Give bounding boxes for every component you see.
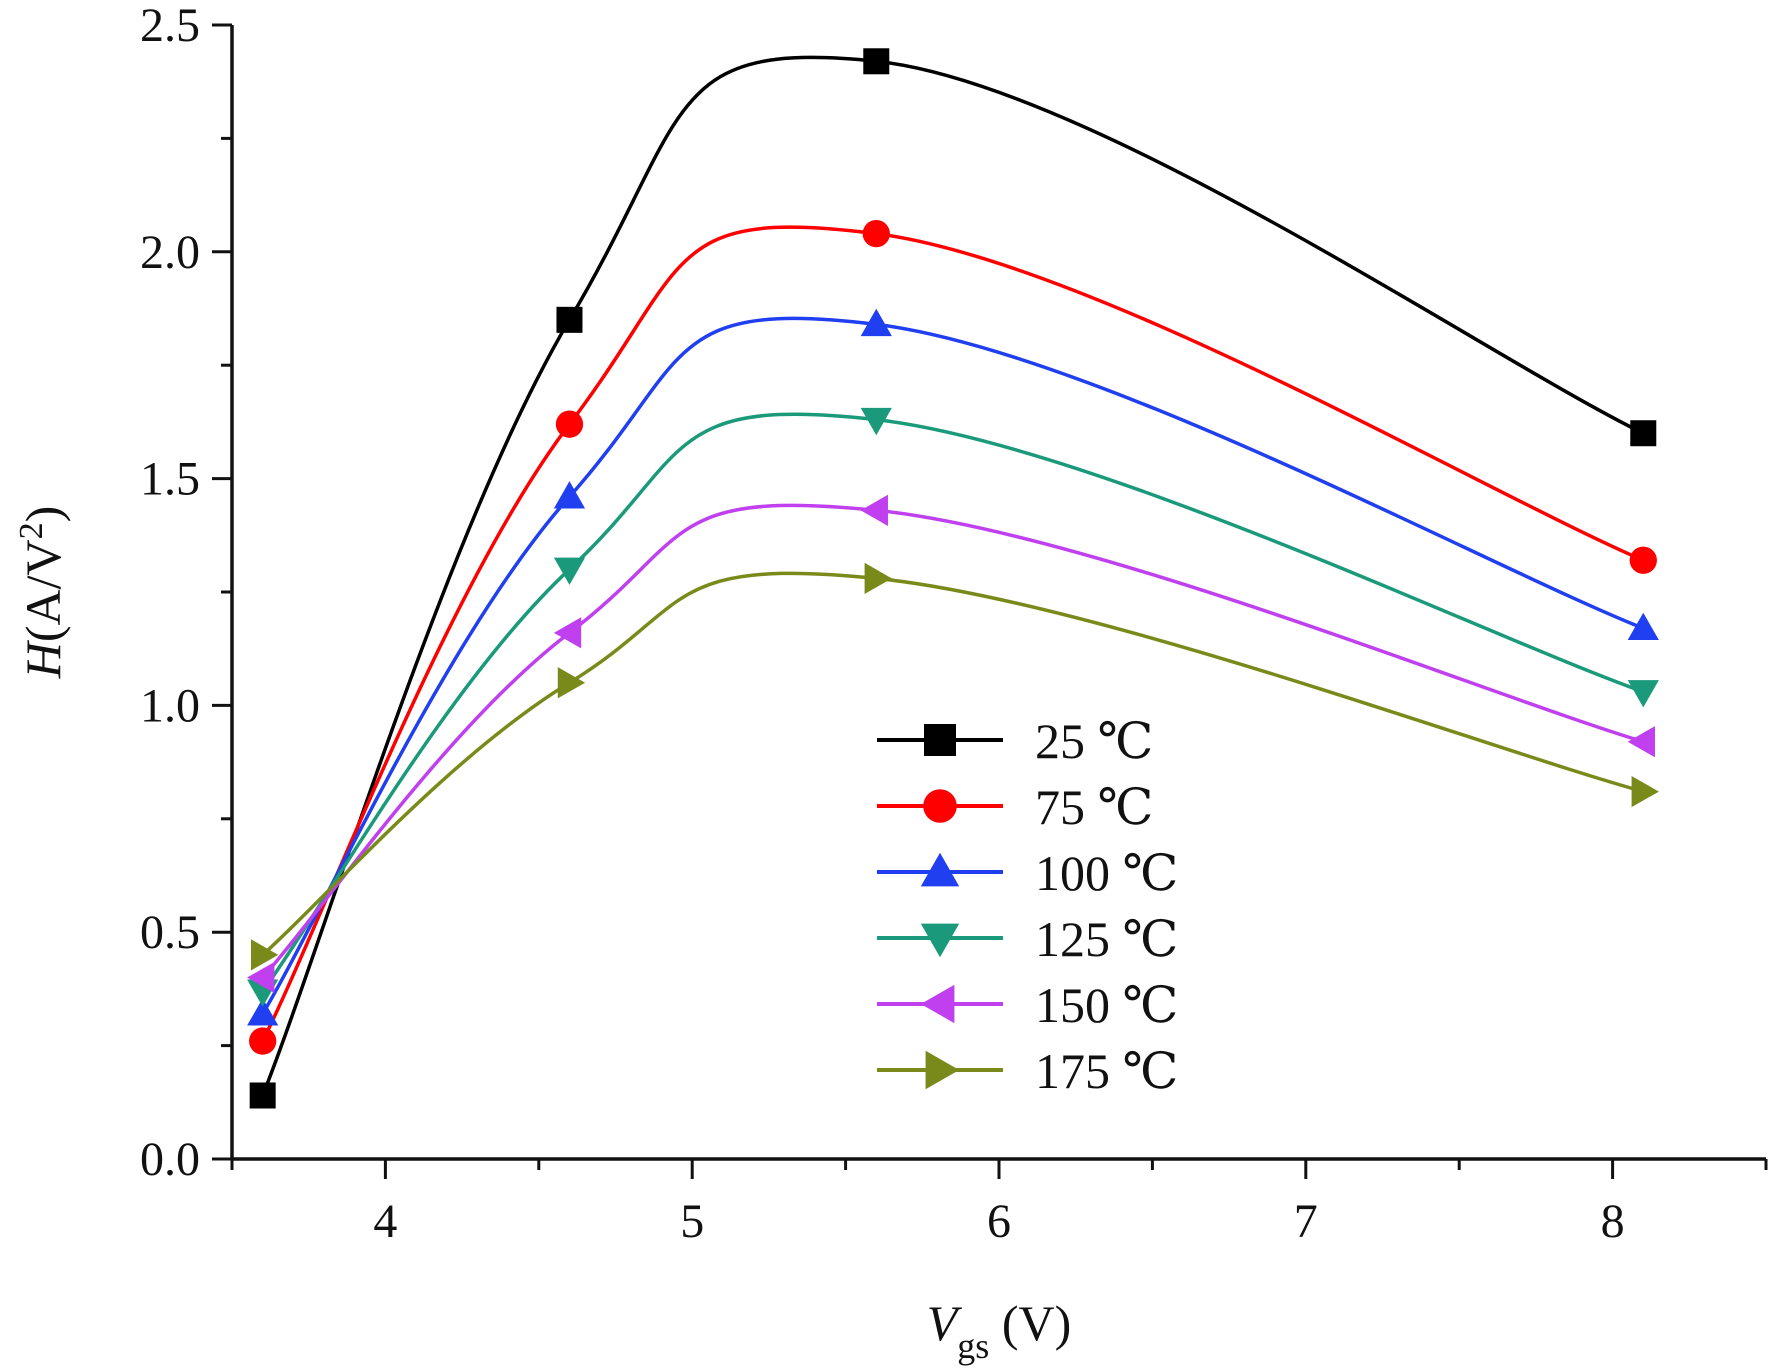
legend-item: 25 ℃ xyxy=(877,713,1153,769)
data-point xyxy=(555,410,584,438)
legend-item: 100 ℃ xyxy=(877,845,1178,901)
y-tick-label: 0.5 xyxy=(140,906,200,959)
data-point xyxy=(1627,612,1659,640)
data-point xyxy=(863,48,890,75)
series-0 xyxy=(249,48,1657,1109)
data-point xyxy=(1627,726,1655,758)
data-point xyxy=(1631,775,1659,808)
y-tick-label: 1.5 xyxy=(140,453,200,506)
legend-marker xyxy=(925,1050,960,1090)
legend-item: 75 ℃ xyxy=(877,779,1153,835)
data-point xyxy=(860,494,888,526)
y-tick-label: 2.5 xyxy=(140,0,200,52)
legend-marker xyxy=(920,923,960,958)
legend-marker xyxy=(920,852,960,887)
data-point xyxy=(249,1027,277,1055)
y-tick-label: 2.0 xyxy=(140,226,200,279)
y-tick-label: 1.0 xyxy=(140,679,200,732)
x-tick-label: 8 xyxy=(1601,1195,1625,1248)
series-3 xyxy=(247,407,1659,1007)
series-line xyxy=(261,225,1644,1042)
series-line xyxy=(261,503,1644,979)
data-point xyxy=(553,557,586,585)
legend-item: 150 ℃ xyxy=(877,977,1178,1033)
data-point xyxy=(553,617,582,649)
axis-titles: Vgs (V) H(A/V2) xyxy=(13,506,1071,1366)
series-group xyxy=(247,48,1659,1109)
legend-label: 125 ℃ xyxy=(1035,911,1178,967)
legend-item: 125 ℃ xyxy=(877,911,1178,967)
legend-item: 175 ℃ xyxy=(877,1043,1178,1099)
legend-label: 75 ℃ xyxy=(1035,779,1153,835)
legend-label: 100 ℃ xyxy=(1035,845,1178,901)
legend: 25 ℃ 75 ℃ 100 ℃ 125 ℃ 150 ℃ 175 ℃ xyxy=(877,713,1178,1099)
series-4 xyxy=(247,494,1655,994)
data-point xyxy=(860,407,892,436)
data-point xyxy=(249,1082,276,1109)
x-tick-label: 7 xyxy=(1294,1195,1318,1248)
legend-label: 175 ℃ xyxy=(1035,1043,1178,1099)
series-2 xyxy=(247,308,1659,1026)
series-line xyxy=(261,571,1644,957)
legend-label: 25 ℃ xyxy=(1035,713,1153,769)
x-tick-label: 5 xyxy=(680,1195,704,1248)
axes: 4 5 6 7 8 0.0 0.5 1.0 1.5 2.0 2.5 xyxy=(140,0,1768,1248)
x-tick-label: 4 xyxy=(373,1195,397,1248)
data-point xyxy=(553,481,586,509)
x-axis-title: Vgs (V) xyxy=(927,1295,1071,1366)
legend-marker xyxy=(923,789,957,823)
legend-label: 150 ℃ xyxy=(1035,977,1178,1033)
data-point xyxy=(1630,420,1657,447)
x-tick-label: 6 xyxy=(987,1195,1011,1248)
data-point xyxy=(247,961,275,994)
data-point xyxy=(250,939,279,971)
series-line xyxy=(261,55,1645,1097)
series-line xyxy=(261,316,1644,1015)
data-point xyxy=(1629,546,1657,574)
data-point xyxy=(862,220,890,248)
data-point xyxy=(1627,680,1659,708)
legend-marker xyxy=(920,984,955,1024)
data-point xyxy=(556,306,583,333)
data-point xyxy=(557,667,586,699)
data-point xyxy=(860,308,892,337)
series-1 xyxy=(249,220,1657,1055)
y-tick-label: 0.0 xyxy=(140,1133,200,1186)
series-line xyxy=(261,412,1644,993)
data-point xyxy=(864,562,892,594)
series-5 xyxy=(250,562,1659,971)
y-axis-title: H(A/V2) xyxy=(13,506,71,680)
legend-marker xyxy=(924,724,956,756)
data-point xyxy=(247,998,279,1026)
